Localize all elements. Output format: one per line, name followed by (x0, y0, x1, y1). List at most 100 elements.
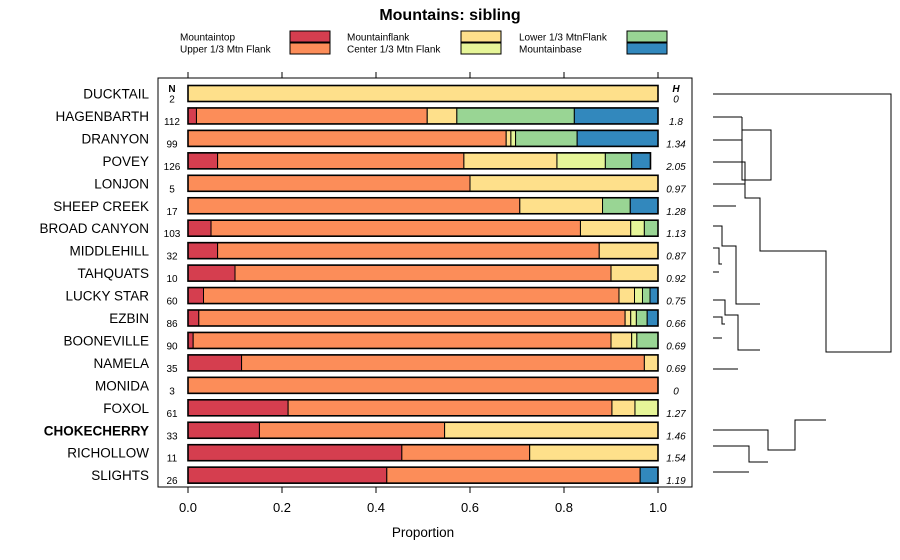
legend-swatch (460, 42, 502, 55)
bar-segment (602, 197, 631, 215)
site-label: DRANYON (81, 131, 149, 146)
bar-row: SHEEP CREEK 17 1.28 (53, 196, 686, 218)
bar-row: EZBIN 86 0.66 (109, 309, 686, 330)
bar-segment (203, 287, 620, 305)
bar-row: NAMELA 35 0.69 (93, 354, 686, 375)
n-value: 17 (166, 207, 178, 218)
bar-segment (187, 466, 388, 484)
site-label: MONIDA (95, 378, 149, 393)
n-value: 86 (166, 319, 178, 330)
site-label: FOXOL (103, 401, 149, 416)
h-value: 0.69 (666, 341, 686, 352)
bar-segment (426, 107, 458, 125)
legend-swatch (626, 42, 668, 55)
bar-segment (187, 242, 219, 260)
bar-row: HAGENBARTH 112 1.8 (55, 107, 683, 128)
h-value: 1.28 (666, 207, 686, 218)
bar-outline (187, 376, 659, 395)
bar-segment (635, 309, 648, 327)
site-label: POVEY (102, 154, 149, 169)
bar-segment (258, 421, 446, 439)
h-value: 1.13 (666, 229, 686, 240)
bar-row: MONIDA 3 0 (95, 376, 679, 397)
bar-row: CHOKECHERRY 33 1.46 (44, 421, 686, 442)
bar-segment (187, 354, 243, 372)
n-value: 10 (166, 274, 178, 285)
dendrogram-branch (713, 316, 725, 325)
n-value: 61 (166, 409, 178, 420)
bar-segment (187, 309, 200, 327)
bar-segment (187, 174, 471, 192)
site-label: HAGENBARTH (55, 109, 149, 124)
bar-segment (611, 399, 636, 417)
bar-segment (610, 331, 633, 349)
bar-outline (187, 354, 659, 372)
bar-row: SLIGHTS 26 1.19 (91, 466, 686, 487)
bar-row: BOONEVILLE 90 0.69 (63, 331, 686, 352)
bar-segment (630, 219, 645, 237)
bar-segment (187, 107, 197, 125)
bar-segment (510, 129, 517, 147)
n-column-header: N (168, 84, 175, 95)
bar-row: DUCKTAIL 2 0 (83, 84, 679, 106)
n-value: 2 (169, 95, 175, 106)
bar-row: LUCKY STAR 60 0.75 (65, 286, 686, 308)
h-value: 0.97 (666, 184, 686, 195)
legend-label: Mountaintop (180, 33, 235, 44)
bar-row: RICHOLLOW 11 1.54 (67, 443, 686, 465)
x-tick-label: 0.2 (273, 500, 291, 515)
legend-swatch (460, 30, 502, 43)
n-value: 90 (166, 341, 178, 352)
bar-segment (456, 107, 575, 125)
n-value: 103 (164, 229, 181, 240)
dendrogram-branch (742, 129, 772, 181)
site-label: LUCKY STAR (65, 289, 149, 304)
bar-segment (624, 309, 632, 327)
bar-outline (187, 219, 659, 237)
bar-segment (187, 219, 212, 237)
bar-segment (234, 264, 612, 282)
legend-label: Center 1/3 Mtn Flank (347, 45, 441, 56)
h-value: 1.8 (669, 117, 683, 128)
n-value: 32 (166, 252, 178, 263)
bar-outline (187, 421, 659, 440)
h-value: 1.54 (666, 454, 686, 465)
h-value: 0.75 (666, 297, 686, 308)
site-label: TAHQUATS (77, 266, 149, 281)
site-label: NAMELA (93, 356, 149, 371)
bar-row: LONJON 5 0.97 (94, 174, 686, 195)
h-value: 0.66 (666, 319, 686, 330)
n-value: 26 (166, 476, 178, 487)
h-value: 2.05 (665, 162, 686, 173)
bar-segment (469, 174, 659, 192)
bar-outline (187, 466, 659, 484)
bar-outline (187, 443, 659, 462)
bar-outline (187, 196, 659, 215)
bar-segment (444, 421, 659, 439)
dendrogram-branch (713, 419, 826, 451)
bar-segment (519, 197, 604, 215)
bar-segment (195, 107, 428, 125)
bar-outline (187, 174, 659, 193)
n-value: 5 (169, 184, 175, 195)
h-value: 0 (673, 95, 679, 106)
legend-label: Mountainbase (519, 45, 582, 56)
h-value: 0.69 (666, 364, 686, 375)
bar-segment (641, 287, 651, 305)
bar-segment (401, 444, 531, 462)
n-value: 112 (164, 117, 180, 128)
bar-segment (636, 331, 659, 349)
bar-segment (515, 129, 578, 147)
dendrogram-branch (713, 161, 746, 185)
n-value: 33 (166, 431, 178, 442)
bar-segment (646, 309, 659, 327)
bar-segment (192, 331, 612, 349)
site-label: EZBIN (109, 311, 149, 326)
n-value: 126 (164, 162, 181, 173)
bar-segment (573, 107, 659, 125)
bar-segment (386, 466, 641, 484)
site-label: SHEEP CREEK (53, 199, 149, 214)
x-tick-label: 0.6 (461, 500, 479, 515)
bar-segment (604, 152, 633, 170)
